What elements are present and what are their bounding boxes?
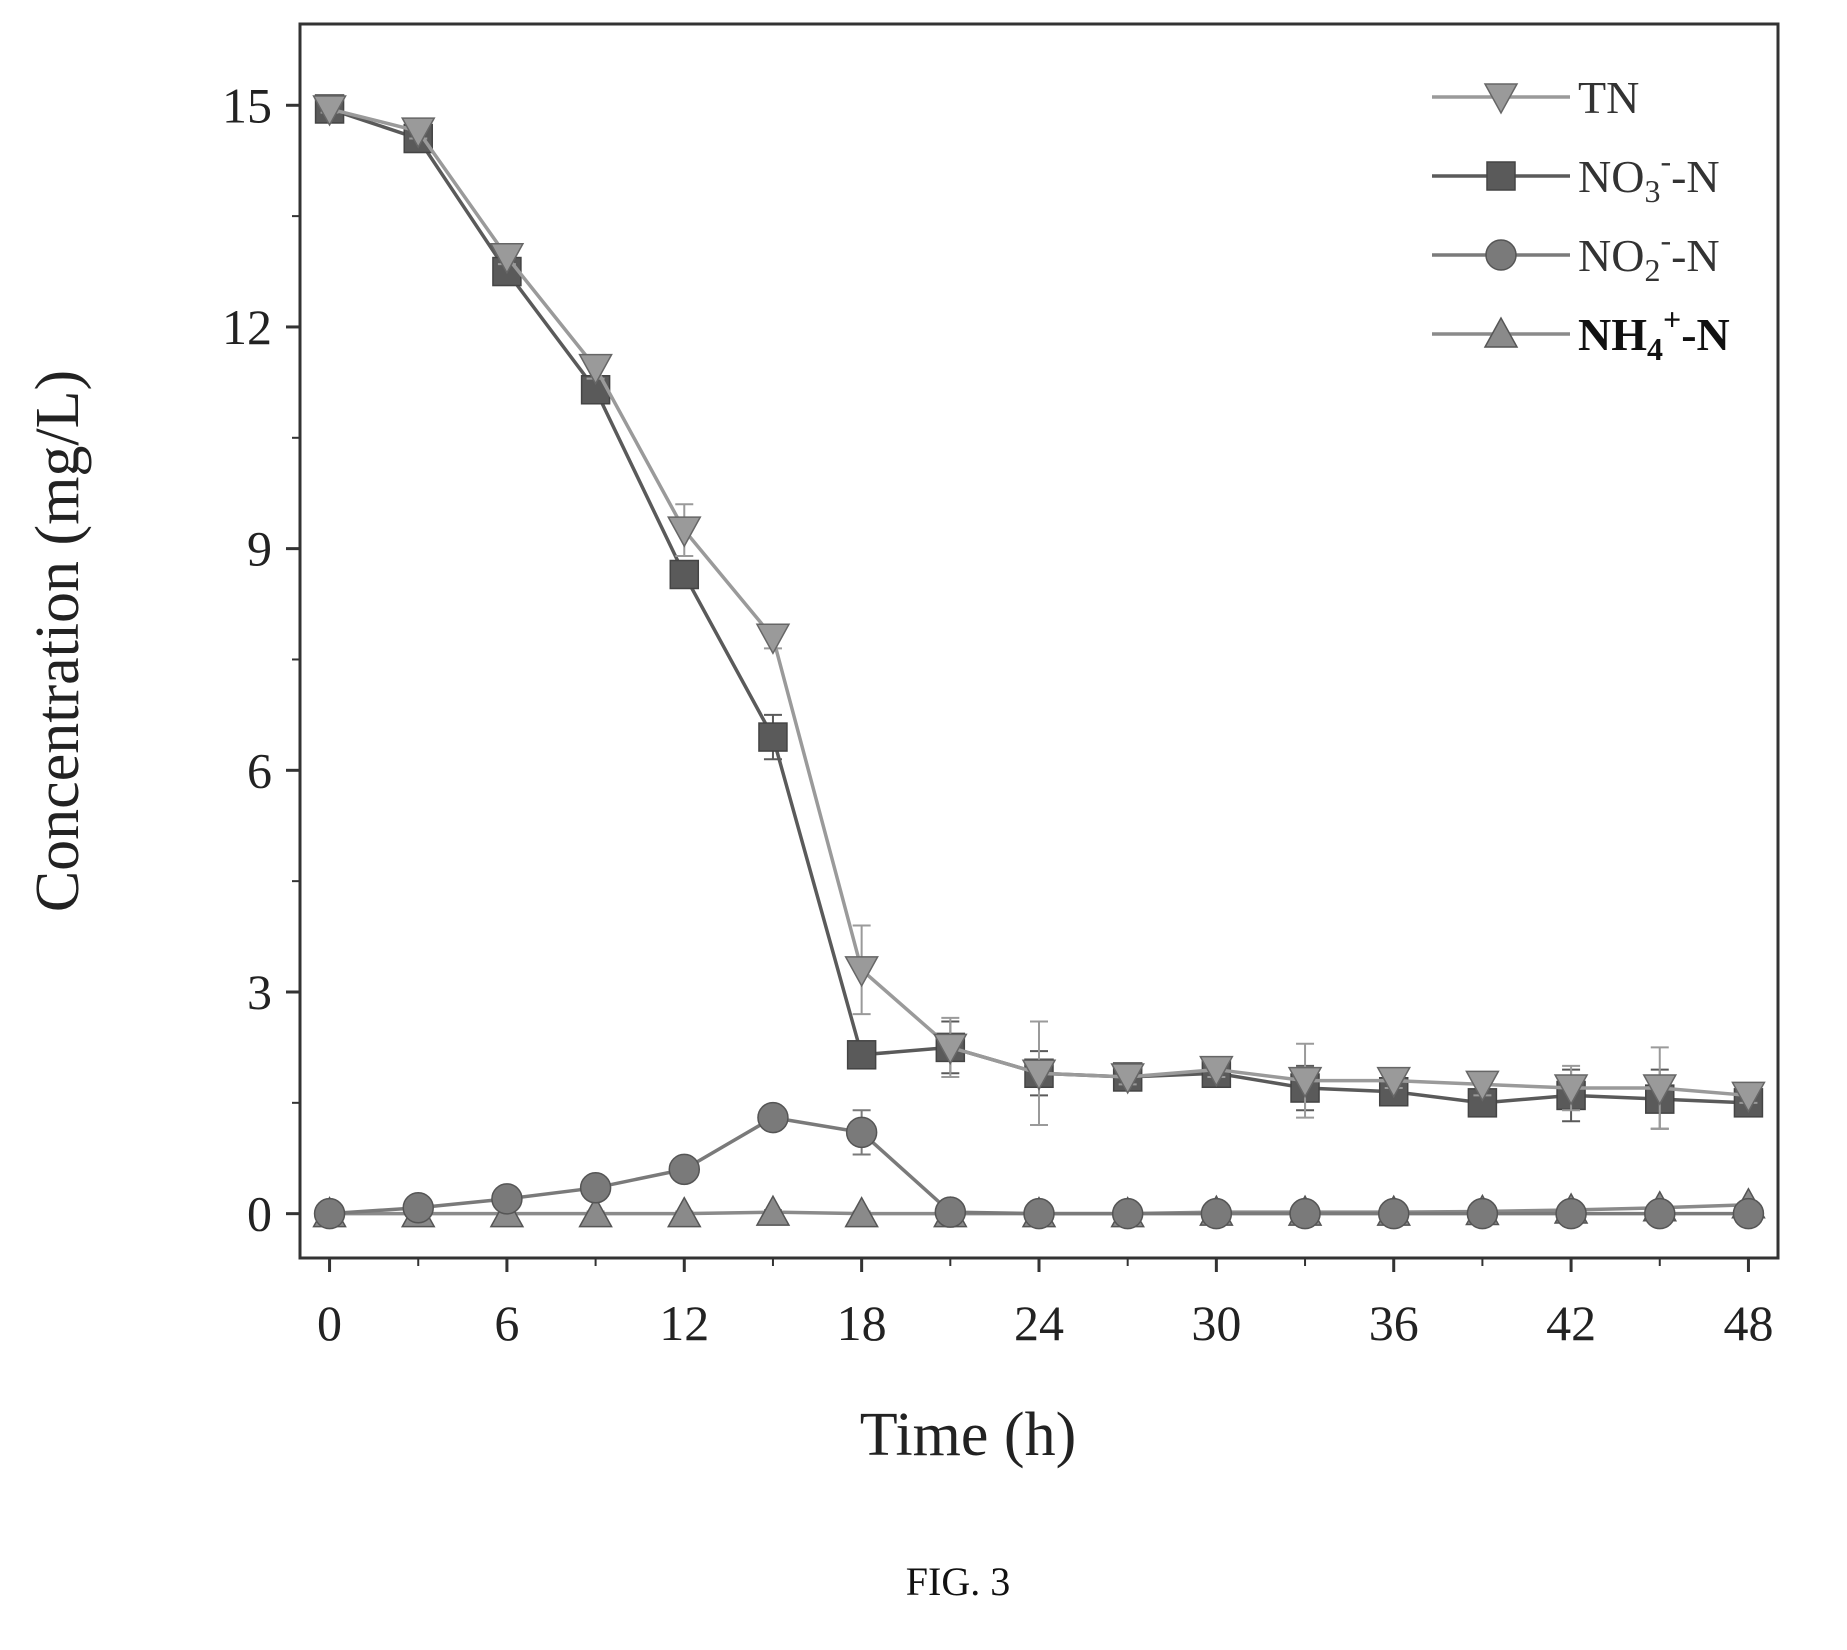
x-tick-label: 42 bbox=[1546, 1295, 1596, 1351]
series-layer bbox=[312, 94, 1766, 1230]
data-point bbox=[667, 516, 702, 548]
data-point bbox=[1111, 1197, 1144, 1230]
data-point bbox=[1644, 1197, 1676, 1230]
x-tick-label: 12 bbox=[659, 1295, 709, 1351]
data-point bbox=[1376, 1066, 1411, 1099]
x-tick-label: 24 bbox=[1014, 1295, 1064, 1351]
data-point bbox=[1287, 1066, 1323, 1099]
data-point bbox=[755, 1194, 791, 1226]
legend-label-sub: 4 bbox=[1647, 331, 1663, 367]
legend-marker bbox=[1486, 161, 1516, 191]
data-point bbox=[1555, 1197, 1587, 1230]
legend-label: NO2--N bbox=[1578, 222, 1720, 288]
legend-marker bbox=[1483, 83, 1519, 115]
legend-label-sup: - bbox=[1660, 222, 1671, 258]
data-point bbox=[1553, 1074, 1589, 1106]
x-tick-label: 6 bbox=[494, 1295, 519, 1351]
series-NO3--N bbox=[314, 94, 1764, 1130]
legend-label-sub: 2 bbox=[1644, 252, 1660, 288]
y-axis-label: Concentration (mg/L) bbox=[24, 370, 92, 912]
legend-label-sub: 3 bbox=[1644, 173, 1660, 209]
legend-label-suffix: -N bbox=[1681, 309, 1730, 360]
data-point bbox=[757, 1101, 789, 1134]
data-point bbox=[1466, 1197, 1499, 1230]
y-tick-label: 6 bbox=[247, 742, 272, 798]
legend-label-base: NH bbox=[1578, 309, 1647, 360]
data-point bbox=[578, 353, 613, 386]
legend-item-NO2--N: NO2--N bbox=[1432, 222, 1720, 288]
data-point bbox=[1110, 1063, 1145, 1095]
legend-marker bbox=[1485, 239, 1517, 271]
data-point bbox=[1467, 1088, 1498, 1118]
data-point bbox=[402, 1192, 434, 1224]
data-point bbox=[400, 117, 436, 149]
legend-label: TN bbox=[1578, 72, 1639, 123]
x-tick-label: 36 bbox=[1369, 1295, 1419, 1351]
y-tick-label: 0 bbox=[247, 1186, 272, 1242]
legend-label: NO3--N bbox=[1578, 143, 1720, 209]
data-point bbox=[1731, 1081, 1766, 1113]
legend-item-NO3--N: NO3--N bbox=[1432, 143, 1720, 209]
data-point bbox=[755, 623, 791, 655]
data-point bbox=[1023, 1197, 1055, 1230]
series-NO2--N bbox=[313, 1101, 1765, 1230]
data-point bbox=[934, 1196, 967, 1228]
data-point bbox=[1200, 1197, 1233, 1230]
data-point bbox=[846, 1040, 877, 1070]
data-point bbox=[489, 243, 525, 275]
data-point bbox=[1021, 1059, 1057, 1091]
data-point bbox=[1732, 1197, 1765, 1230]
data-point bbox=[1377, 1197, 1410, 1230]
legend-label-base: TN bbox=[1578, 72, 1639, 123]
data-point bbox=[579, 1172, 612, 1204]
data-point bbox=[491, 1183, 523, 1215]
y-tick-label: 15 bbox=[222, 77, 272, 133]
y-tick-label: 12 bbox=[222, 299, 272, 355]
x-tick-label: 18 bbox=[837, 1295, 887, 1351]
x-tick-label: 48 bbox=[1723, 1295, 1773, 1351]
data-point bbox=[1642, 1074, 1678, 1106]
legend-label-sup: - bbox=[1660, 143, 1671, 179]
legend-label: NH4+-N bbox=[1578, 301, 1730, 367]
series-TN bbox=[312, 95, 1766, 1130]
data-point bbox=[669, 559, 700, 590]
data-point bbox=[313, 1197, 346, 1230]
data-point bbox=[1289, 1197, 1321, 1230]
data-point bbox=[578, 1196, 613, 1228]
legend-item-TN: TN bbox=[1432, 72, 1639, 123]
series-line bbox=[329, 107, 1749, 1098]
legend-label-sup: + bbox=[1663, 301, 1681, 337]
data-point bbox=[758, 722, 788, 752]
data-point bbox=[312, 95, 347, 127]
y-tick-label: 9 bbox=[247, 521, 272, 577]
figure-caption: FIG. 3 bbox=[906, 1559, 1010, 1604]
x-axis-label: Time (h) bbox=[860, 1401, 1076, 1469]
x-tick-label: 0 bbox=[317, 1295, 342, 1351]
legend-item-NH4+-N: NH4+-N bbox=[1432, 301, 1730, 367]
x-tick-label: 30 bbox=[1191, 1295, 1241, 1351]
data-point bbox=[668, 1153, 701, 1186]
data-point bbox=[667, 1196, 702, 1228]
data-point bbox=[845, 1116, 878, 1149]
series-line bbox=[329, 107, 1749, 1105]
data-point bbox=[933, 1033, 968, 1065]
data-point bbox=[1199, 1055, 1234, 1088]
legend-label-suffix: -N bbox=[1671, 151, 1720, 202]
legend-label-base: NO bbox=[1578, 230, 1644, 281]
legend-label-base: NO bbox=[1578, 151, 1644, 202]
data-point bbox=[844, 1196, 879, 1228]
data-point bbox=[1465, 1070, 1500, 1102]
y-tick-label: 3 bbox=[247, 964, 272, 1020]
data-point bbox=[844, 956, 879, 988]
legend-label-suffix: -N bbox=[1671, 230, 1720, 281]
legend-marker bbox=[1483, 316, 1519, 348]
